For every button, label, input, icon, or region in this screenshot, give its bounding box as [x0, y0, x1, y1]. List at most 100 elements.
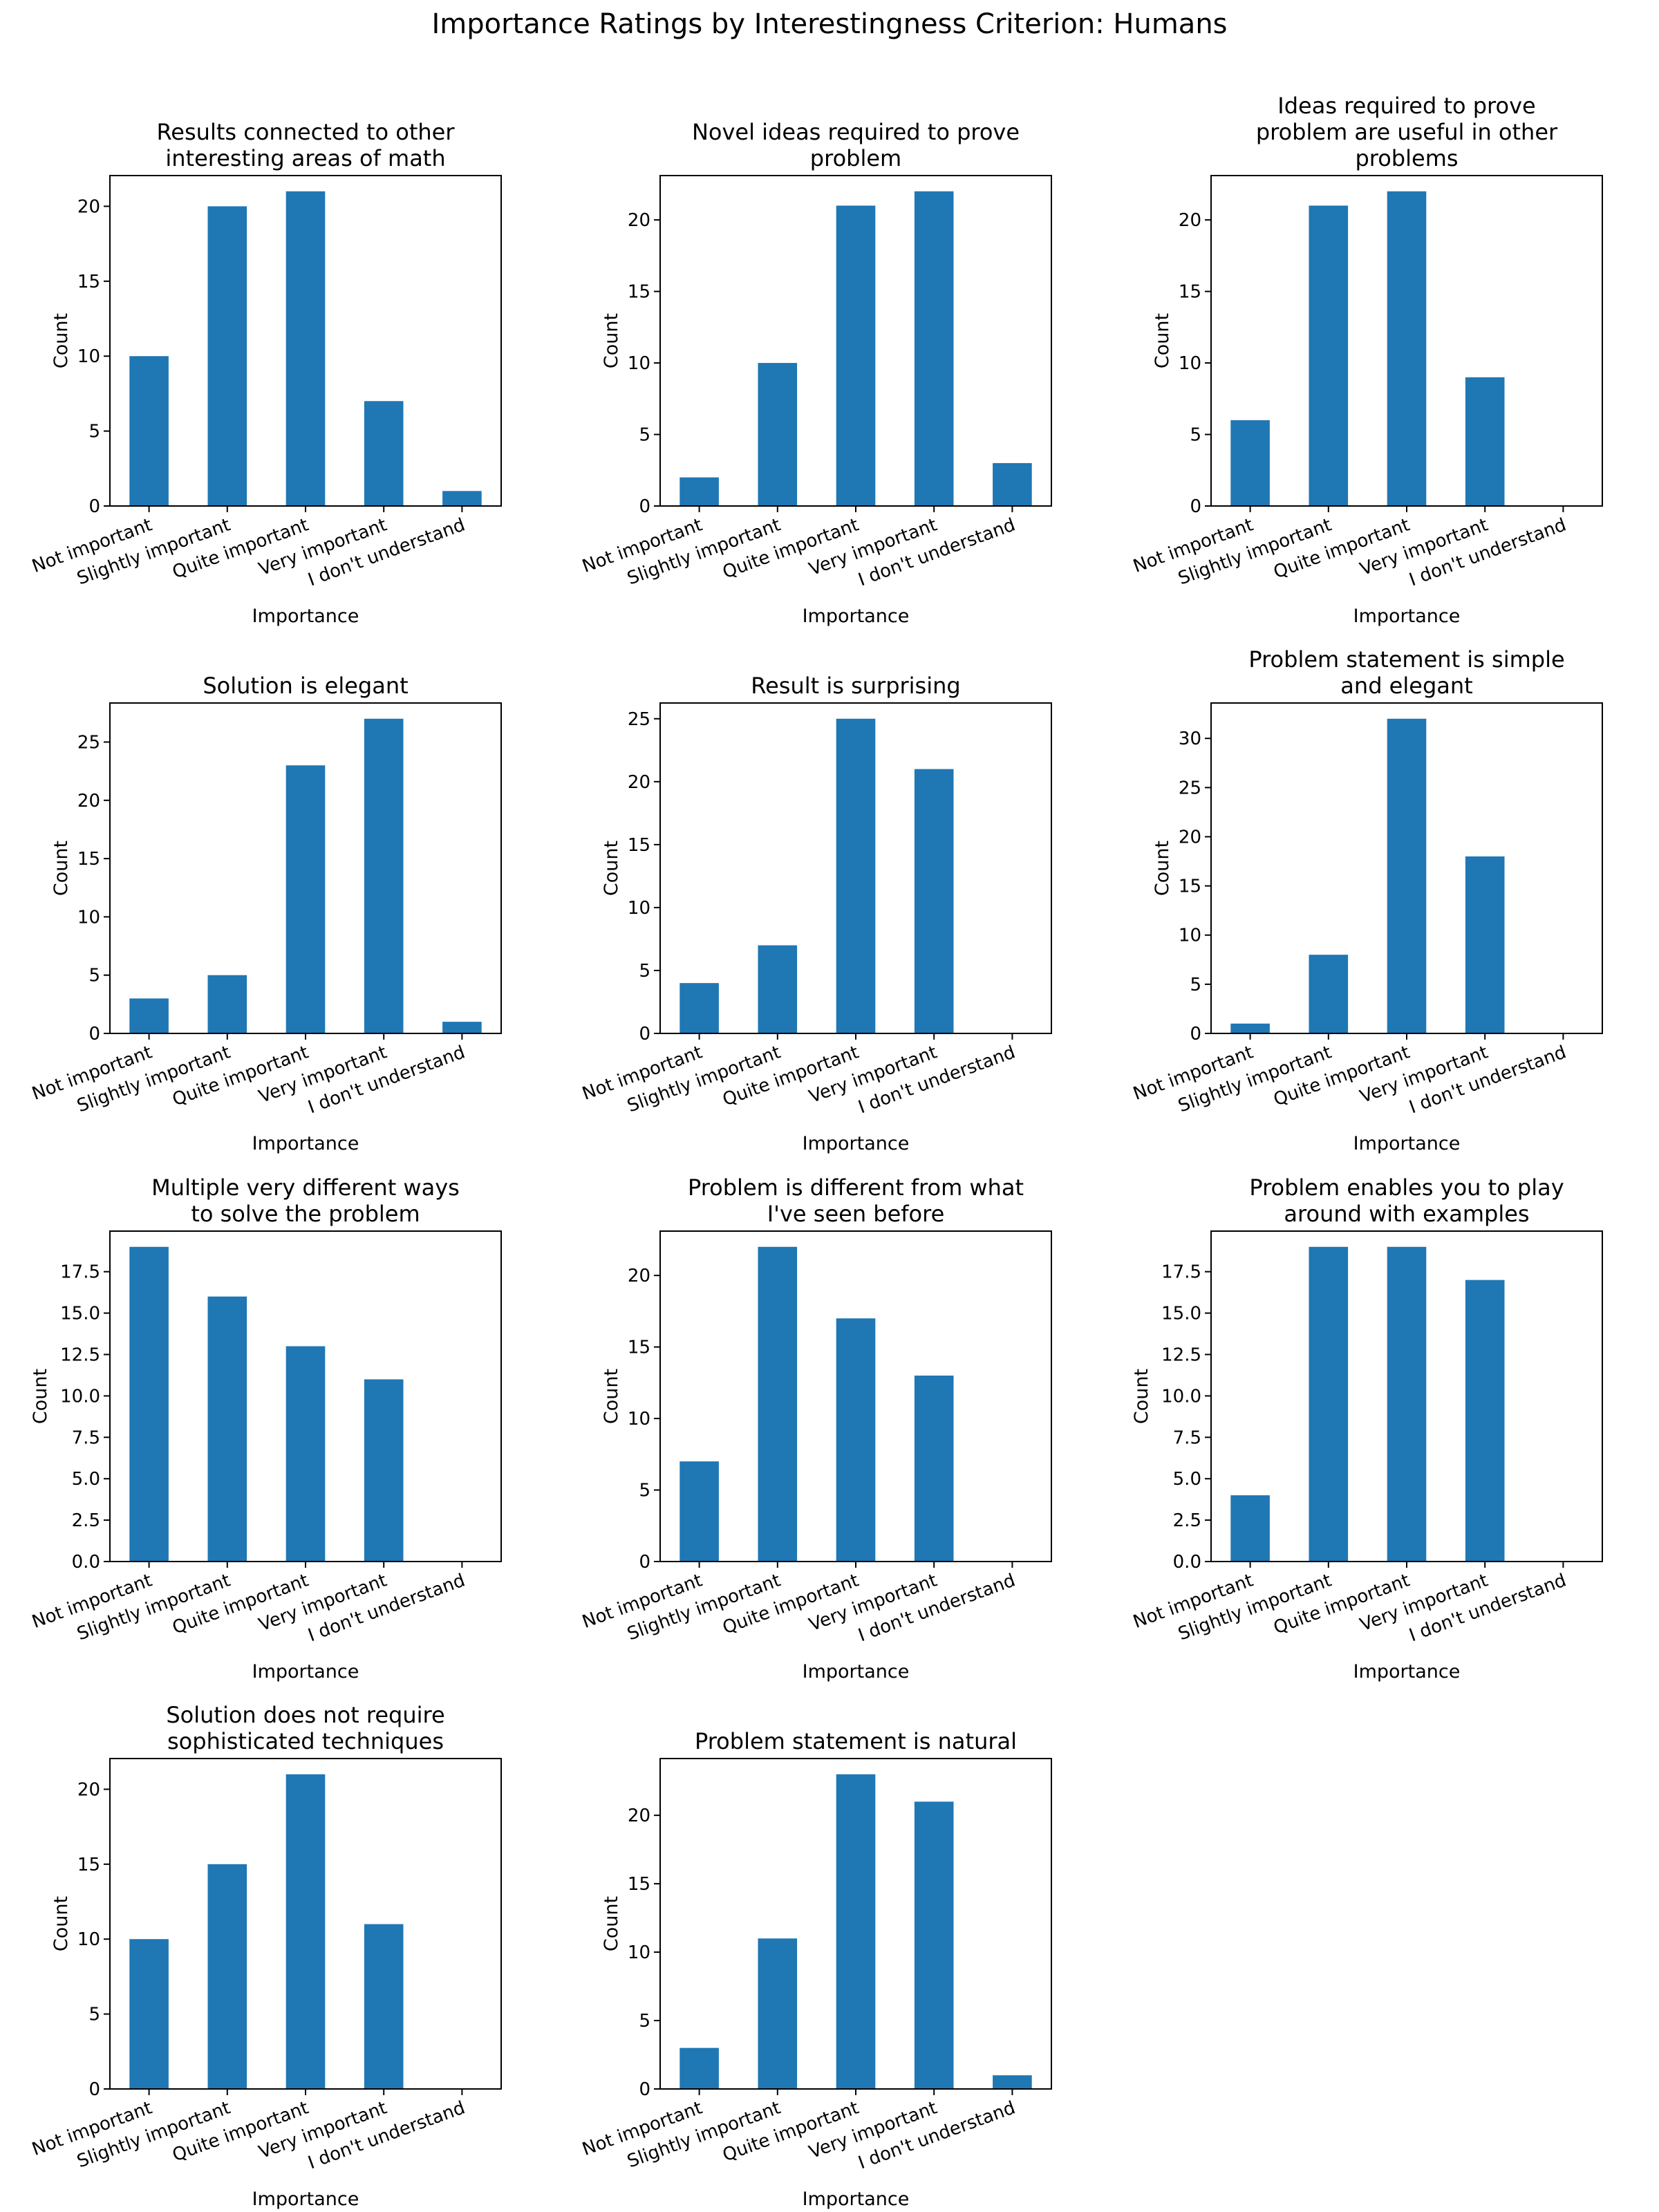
chart-title: Multiple very different ways — [151, 1174, 460, 1201]
y-tick-label: 20 — [628, 1266, 650, 1286]
y-tick-label: 0 — [88, 496, 100, 517]
y-tick-label: 5 — [1190, 975, 1201, 995]
chart-title: Novel ideas required to prove — [692, 119, 1020, 145]
bar — [364, 1924, 404, 2089]
x-axis-label: Importance — [252, 2188, 359, 2210]
y-tick-label: 25 — [1179, 778, 1201, 798]
x-axis-label: Importance — [252, 606, 359, 627]
bar — [207, 1296, 247, 1562]
y-tick-label: 12.5 — [60, 1345, 100, 1366]
y-tick-label: 10 — [77, 346, 100, 367]
y-tick-label: 2.5 — [1173, 1510, 1201, 1531]
bar — [1387, 191, 1427, 506]
y-tick-label: 5 — [88, 422, 100, 442]
bar — [836, 205, 876, 506]
y-tick-label: 20 — [77, 196, 100, 217]
y-tick-label: 5 — [639, 425, 650, 446]
x-axis-label: Importance — [252, 1661, 359, 1683]
bar — [836, 1318, 876, 1562]
y-tick-label: 15 — [1179, 877, 1201, 897]
bar — [914, 1801, 954, 2089]
bar — [993, 462, 1032, 506]
bar — [758, 363, 798, 506]
y-axis-label: Count — [1152, 313, 1173, 368]
chart-title: Ideas required to prove — [1277, 93, 1535, 119]
chart-title: interesting areas of math — [165, 145, 445, 171]
y-tick-label: 5.0 — [72, 1469, 100, 1490]
bar — [679, 477, 719, 506]
y-tick-label: 5 — [639, 1481, 650, 1501]
bar — [758, 1246, 798, 1562]
y-tick-label: 15 — [628, 1338, 650, 1358]
y-tick-label: 30 — [1179, 729, 1201, 749]
y-tick-label: 15 — [77, 1855, 100, 1875]
y-tick-label: 0 — [1190, 496, 1201, 517]
y-tick-label: 5 — [1190, 425, 1201, 446]
x-axis-label: Importance — [1353, 606, 1461, 627]
x-axis-label: Importance — [803, 1133, 910, 1154]
y-tick-label: 0.0 — [72, 1552, 100, 1573]
x-axis-label: Importance — [803, 606, 910, 627]
y-axis-label: Count — [50, 841, 72, 896]
bar — [285, 191, 326, 506]
chart-title: Result is surprising — [751, 673, 960, 699]
y-tick-label: 0.0 — [1173, 1552, 1201, 1573]
bar — [836, 718, 876, 1033]
bar — [679, 983, 719, 1033]
y-axis-label: Count — [1152, 841, 1173, 896]
y-tick-label: 25 — [628, 709, 650, 730]
bar — [758, 945, 798, 1033]
y-tick-label: 20 — [77, 791, 100, 812]
bar — [285, 1774, 326, 2089]
bar — [207, 206, 247, 506]
y-tick-label: 7.5 — [1173, 1427, 1201, 1448]
bar — [1309, 1246, 1349, 1562]
y-axis-label: Count — [601, 841, 622, 896]
y-axis-label: Count — [601, 1369, 622, 1424]
y-tick-label: 0 — [88, 1024, 100, 1044]
bar — [1230, 420, 1270, 506]
bar — [129, 1246, 169, 1562]
chart-title: Problem statement is simple — [1248, 646, 1564, 673]
bar — [285, 1346, 326, 1562]
y-tick-label: 0 — [639, 1024, 650, 1044]
y-tick-label: 15.0 — [60, 1304, 100, 1324]
bar — [207, 1864, 247, 2089]
y-tick-label: 20 — [77, 1779, 100, 1800]
chart-title: Problem enables you to play — [1249, 1174, 1564, 1201]
y-tick-label: 10 — [628, 1409, 650, 1430]
bar — [1465, 1280, 1505, 1562]
y-tick-label: 10 — [628, 1942, 650, 1963]
bar — [1309, 955, 1349, 1033]
y-axis-label: Count — [30, 1369, 51, 1424]
bar — [364, 1379, 404, 1562]
chart-title: problem are useful in other — [1256, 119, 1558, 145]
bar — [442, 1022, 482, 1033]
y-tick-label: 10 — [1179, 353, 1201, 374]
y-tick-label: 17.5 — [60, 1262, 100, 1283]
y-tick-label: 10 — [77, 1929, 100, 1950]
bar — [364, 718, 404, 1033]
bar — [679, 2047, 719, 2089]
chart-title: to solve the problem — [191, 1201, 420, 1227]
y-tick-label: 20 — [628, 772, 650, 793]
y-axis-label: Count — [1131, 1369, 1152, 1424]
x-axis-label: Importance — [252, 1133, 359, 1154]
chart-title: I've seen before — [767, 1201, 945, 1227]
y-tick-label: 12.5 — [1161, 1345, 1201, 1366]
bar — [364, 401, 404, 506]
chart-title: sophisticated techniques — [167, 1728, 444, 1754]
bar — [679, 1461, 719, 1562]
chart-title: and elegant — [1340, 673, 1472, 699]
y-tick-label: 10 — [628, 353, 650, 374]
bar — [129, 998, 169, 1033]
bar — [129, 356, 169, 506]
y-tick-label: 5 — [88, 2005, 100, 2025]
y-tick-label: 0 — [639, 2079, 650, 2100]
y-tick-label: 20 — [1179, 210, 1201, 231]
y-tick-label: 5.0 — [1173, 1469, 1201, 1490]
bar — [1387, 1246, 1427, 1562]
bar — [1465, 377, 1505, 506]
